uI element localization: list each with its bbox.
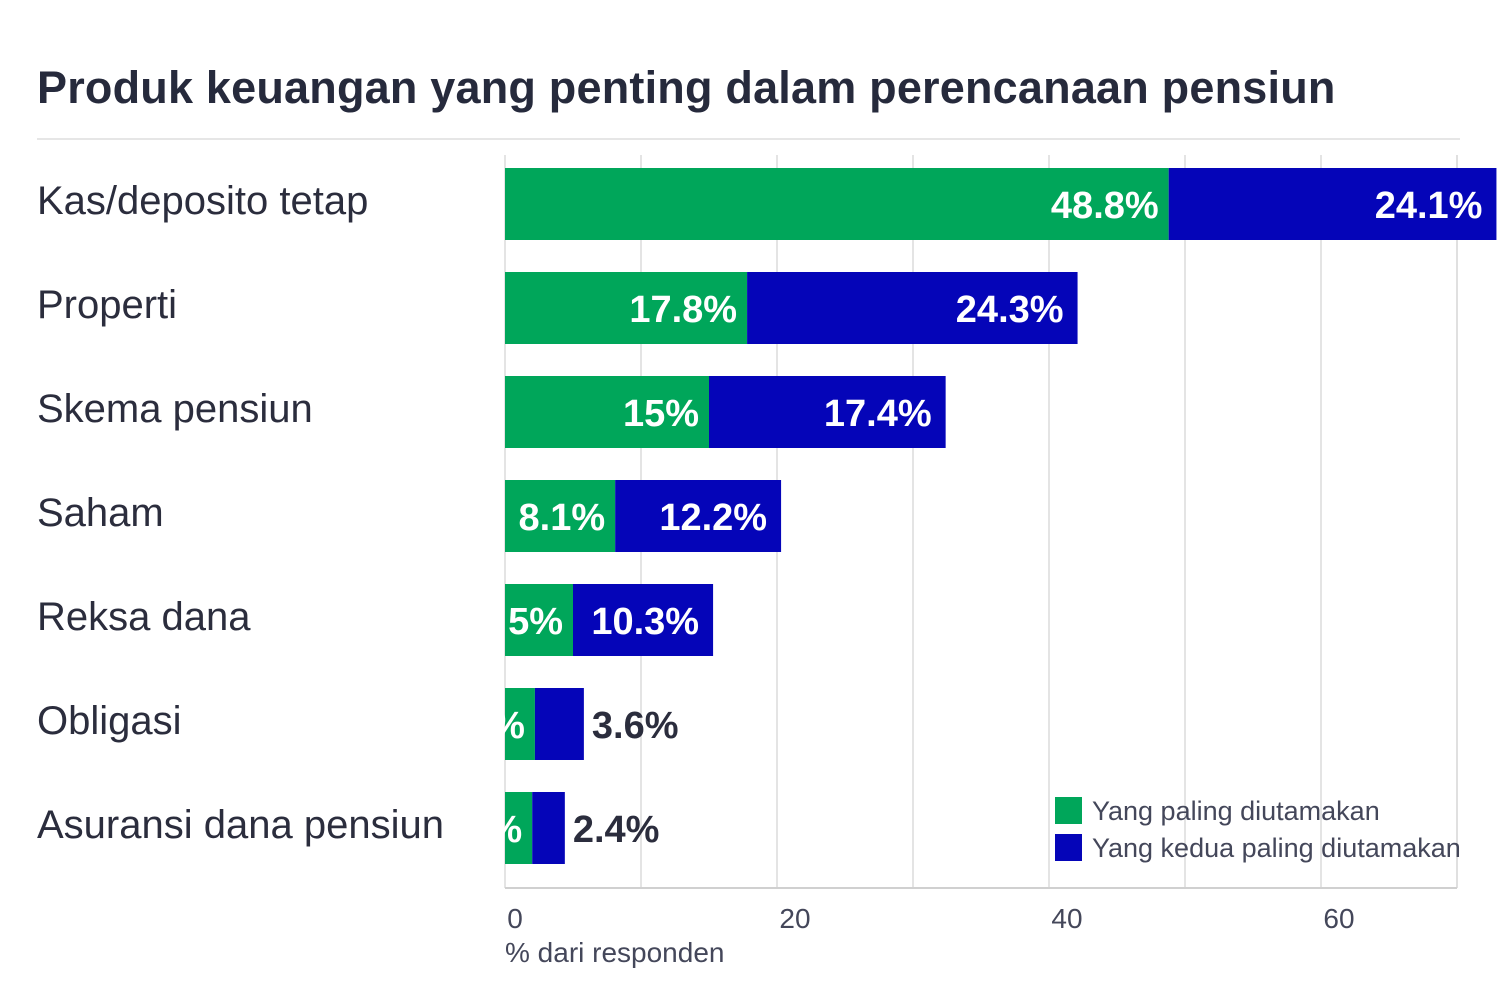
x-tick-label: 60 [1323,903,1354,934]
bar-primary [505,480,616,552]
bar-primary [505,584,573,656]
x-tick-label: 40 [1051,903,1082,934]
legend-swatch [1055,797,1082,824]
value-labels: 48.8% 24.1% 17.8% 24.3% 15% 17.4% 8.1% 12.2% 5% 1… [438,185,1482,851]
value-label: 2.2% [438,705,525,747]
legend-swatch [1055,834,1082,861]
category-label: Reksa dana [37,595,251,639]
value-label: 17.4% [824,393,932,435]
bar-primary [505,688,535,760]
bar-secondary [573,584,714,656]
bar-secondary [615,480,782,552]
legend: Yang paling diutamakan Yang kedua paling … [1055,796,1461,863]
value-label: 15% [623,393,699,435]
legend-label: Yang kedua paling diutamakan [1092,833,1461,863]
value-label: 3.6% [592,705,679,747]
bar-primary [505,376,709,448]
value-label: 24.1% [1375,185,1483,227]
value-label: 5% [508,601,563,643]
category-label: Skema pensiun [37,387,313,431]
bar-primary [505,168,1169,240]
x-axis-title: % dari responden [505,937,724,968]
category-label: Asuransi dana pensiun [37,803,444,847]
title-divider [37,138,1460,140]
value-label: 48.8% [1051,185,1159,227]
bar-secondary [709,376,946,448]
x-tick-label: 20 [779,903,810,934]
value-label: 12.2% [659,497,767,539]
value-label: 17.8% [629,289,737,331]
value-label: 24.3% [956,289,1064,331]
bar-secondary [532,792,565,864]
bar-primary [505,792,533,864]
x-axis: 0 20 40 60 % dari responden [505,903,1355,968]
bar-secondary [747,272,1078,344]
value-label: 8.1% [519,497,606,539]
bar-primary [505,272,748,344]
category-labels: Kas/deposito tetap Properti Skema pensiun S… [37,179,444,847]
category-label: Kas/deposito tetap [37,179,368,223]
value-label: 2% [467,809,522,851]
category-label: Saham [37,491,164,535]
bar-secondary [1168,168,1497,240]
legend-label: Yang paling diutamakan [1092,796,1380,826]
bar-secondary [534,688,584,760]
value-label: 10.3% [591,601,699,643]
bars [505,168,1497,864]
x-tick-label: 0 [507,903,523,934]
chart-title: Produk keuangan yang penting dalam peren… [37,62,1336,113]
category-label: Obligasi [37,699,182,743]
category-label: Properti [37,283,177,327]
value-label: 2.4% [573,809,660,851]
